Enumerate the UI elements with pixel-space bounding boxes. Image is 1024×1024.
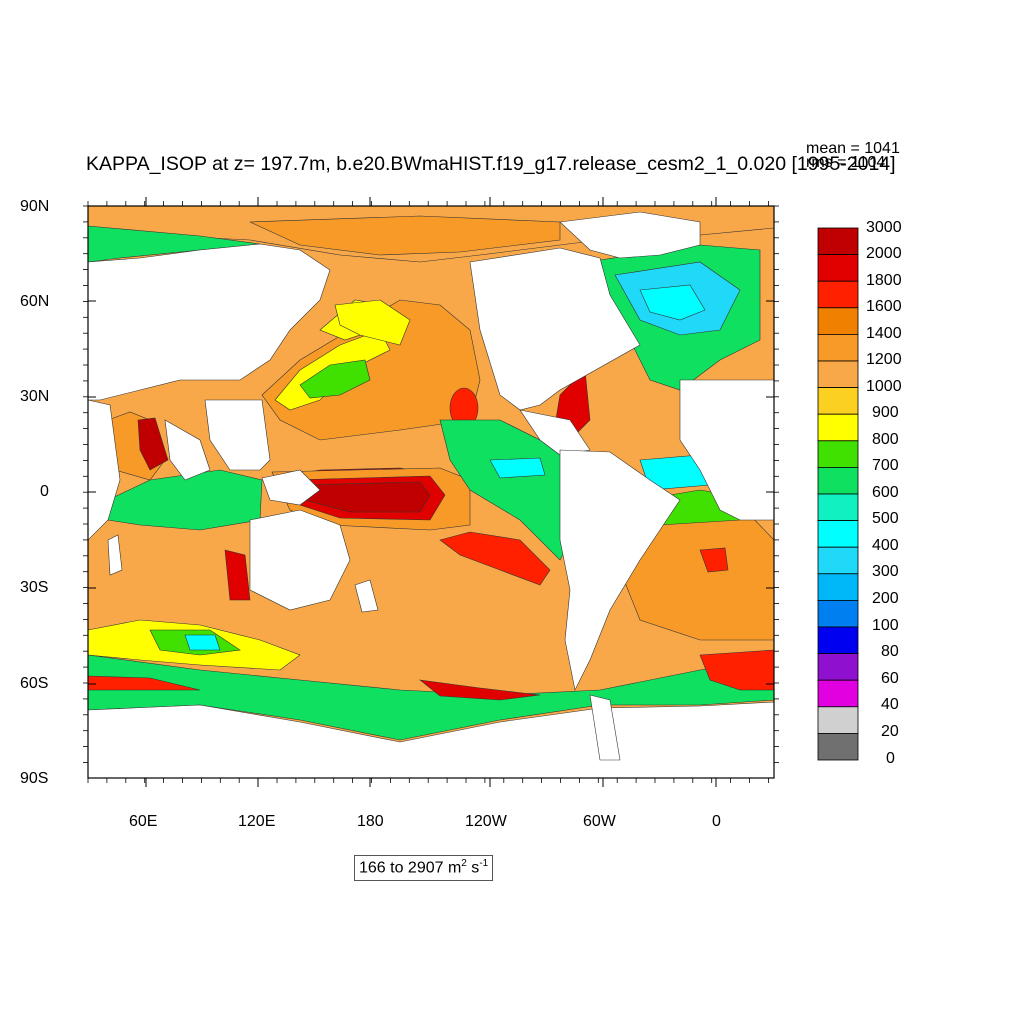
colorbar-label: 1600 <box>866 298 902 315</box>
e-pacific-green <box>439 419 581 561</box>
colorbar-label: 60 <box>881 670 899 687</box>
n-pacific-green <box>299 359 371 399</box>
colorbar-label: 1400 <box>866 325 902 342</box>
y-tick-label: 0 <box>40 483 49 500</box>
colorbar-swatch <box>817 227 859 256</box>
colorbar-swatch <box>817 440 859 468</box>
colorbar-swatch <box>817 706 859 734</box>
land-madagascar <box>107 534 123 576</box>
land-antarctic-peninsula <box>589 694 621 761</box>
colorbar-swatch <box>817 360 859 389</box>
x-tick-label: 60E <box>129 813 158 830</box>
colorbar-swatch <box>817 387 859 415</box>
land-se-asia <box>204 399 271 471</box>
land-north-america <box>469 247 641 411</box>
colorbar-label: 300 <box>872 563 899 580</box>
colorbar-label: 1800 <box>866 272 902 289</box>
land-africa-west <box>679 379 774 521</box>
range-sup-2: -1 <box>479 858 489 869</box>
x-tick-label: 120E <box>238 813 276 830</box>
colorbar-label: 40 <box>881 696 899 713</box>
so-red-west <box>88 675 201 691</box>
colorbar-label: 900 <box>872 404 899 421</box>
colorbar-swatch <box>817 546 859 575</box>
colorbar-label: 600 <box>872 484 899 501</box>
colorbar-label: 700 <box>872 457 899 474</box>
arctic-core <box>249 215 561 256</box>
colorbar-swatch <box>817 493 859 522</box>
colorbar-label: 1000 <box>866 378 902 395</box>
plot-title: KAPPA_ISOP at z= 197.7m, b.e20.BWmaHIST.… <box>86 153 896 175</box>
rms-label: rms = 1104 <box>806 154 886 171</box>
land-indonesia <box>261 469 321 506</box>
axis-ticks <box>83 197 779 787</box>
y-tick-label: 30N <box>20 388 50 405</box>
x-tick-label: 60W <box>583 813 616 830</box>
colorbar-swatch <box>817 626 859 655</box>
colorbar-swatch <box>817 653 859 681</box>
colorbar-label: 2000 <box>866 245 902 262</box>
colorbar-label: 800 <box>872 431 899 448</box>
colorbar-swatch <box>817 280 859 309</box>
so-cyan-indian <box>184 634 221 651</box>
n-pacific-upper-yellow <box>334 299 411 346</box>
colorbar-label: 100 <box>872 617 899 634</box>
so-red-atlantic <box>699 649 774 691</box>
arabian-red <box>137 417 169 471</box>
colorbar-label: 1200 <box>866 351 902 368</box>
colorbar <box>817 227 859 761</box>
land-india <box>164 419 211 481</box>
land-australia <box>249 509 351 611</box>
colorbar-swatch <box>817 254 859 282</box>
x-tick-label: 0 <box>712 813 721 830</box>
range-text: 166 to 2907 m <box>359 859 462 877</box>
colorbar-label: 80 <box>881 643 899 660</box>
land-new-zealand <box>354 579 379 613</box>
contour-field <box>88 206 774 778</box>
colorbar-label: 500 <box>872 510 899 527</box>
colorbar-swatch <box>817 573 859 601</box>
colorbar-label: 400 <box>872 537 899 554</box>
stats-block: mean = 1041 rms = 1104 <box>806 140 900 171</box>
colorbar-swatch <box>817 679 859 708</box>
colorbar-swatch <box>817 600 859 628</box>
colorbar-label: 0 <box>886 750 895 767</box>
x-tick-label: 120W <box>465 813 507 830</box>
colorbar-label: 20 <box>881 723 899 740</box>
colorbar-swatch <box>817 413 859 442</box>
y-tick-label: 90N <box>20 198 50 215</box>
e-pacific-cyan <box>489 457 546 479</box>
y-tick-label: 60N <box>20 293 50 310</box>
mean-label: mean = 1041 <box>806 140 900 157</box>
colorbar-swatch <box>817 307 859 335</box>
land-africa-east <box>88 399 121 541</box>
colorbar-swatch <box>817 520 859 548</box>
land-south-america <box>559 449 681 691</box>
value-range-box: 166 to 2907 m2 s-1 <box>354 855 494 882</box>
so-green-belt <box>88 654 774 741</box>
colorbar-label: 200 <box>872 590 899 607</box>
so-red-pacific <box>418 679 541 701</box>
range-mid: s <box>466 859 480 877</box>
colorbar-swatch <box>817 333 859 362</box>
land-eurasia <box>88 243 331 401</box>
colorbar-swatch <box>817 466 859 495</box>
s-atlantic-red <box>699 547 729 573</box>
x-tick-label: 180 <box>357 813 384 830</box>
y-tick-label: 90S <box>20 770 49 787</box>
indian-w-australia-red <box>224 549 251 601</box>
n-atlantic-cyan <box>639 284 706 321</box>
y-tick-label: 30S <box>20 579 49 596</box>
colorbar-swatch <box>817 733 859 761</box>
range-sup-1: 2 <box>461 858 467 869</box>
colorbar-label: 3000 <box>866 219 902 236</box>
s-pacific-red <box>439 531 551 586</box>
y-tick-label: 60S <box>20 675 49 692</box>
land-greenland <box>559 211 701 259</box>
